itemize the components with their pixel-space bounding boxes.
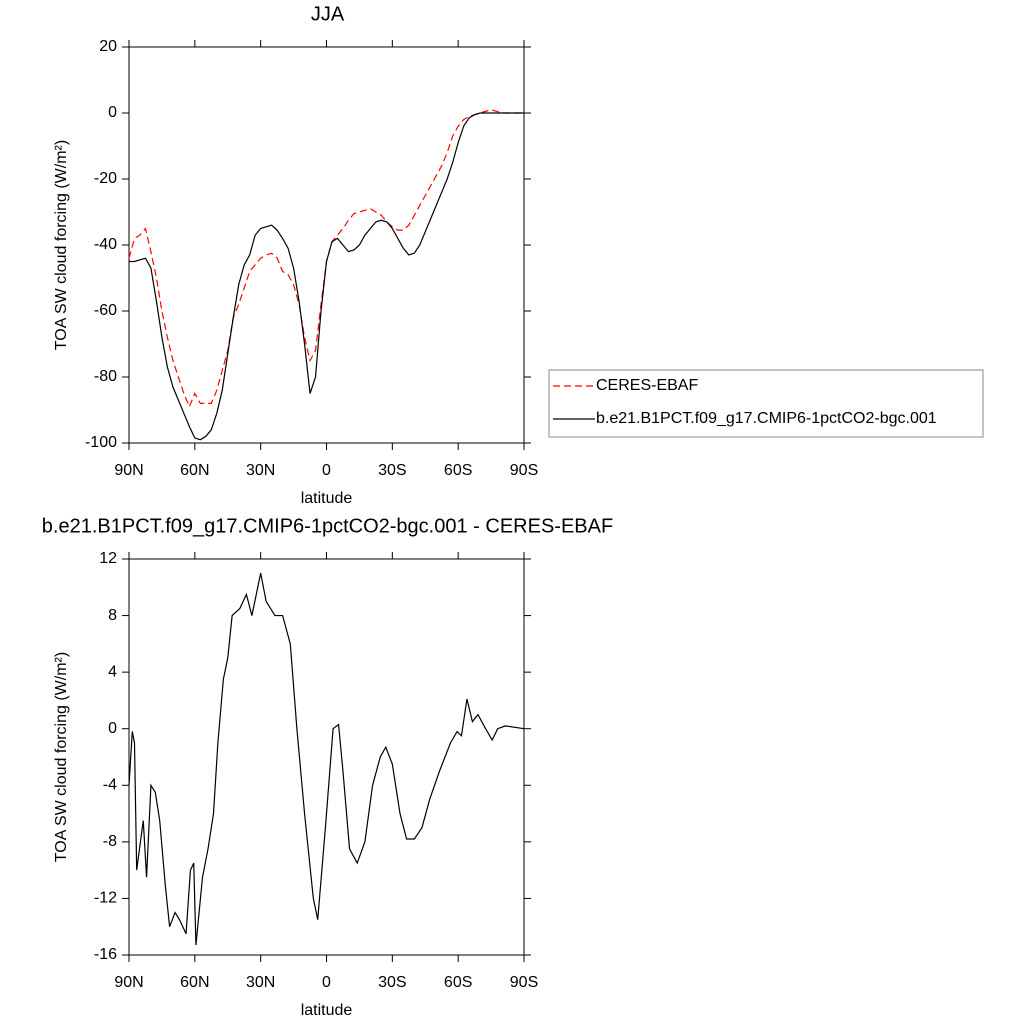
legend-label: b.e21.B1PCT.f09_g17.CMIP6-1pctCO2-bgc.00… <box>596 410 937 427</box>
x-tick-label: 90S <box>510 974 538 991</box>
chart-title: JJA <box>311 3 345 25</box>
x-tick-label: 90S <box>510 462 538 479</box>
y-tick-label: -60 <box>94 302 117 319</box>
x-tick-label: 90N <box>114 974 143 991</box>
y-axis-label: TOA SW cloud forcing (W/m²) <box>53 652 70 862</box>
x-axis-label: latitude <box>301 1002 353 1019</box>
y-axis-label: TOA SW cloud forcing (W/m²) <box>53 140 70 350</box>
x-tick-label: 30S <box>378 462 406 479</box>
x-tick-label: 60S <box>444 974 472 991</box>
y-tick-label: -4 <box>103 777 117 794</box>
y-tick-label: 0 <box>108 720 117 737</box>
data-line <box>128 573 525 946</box>
legend-label: CERES-EBAF <box>596 377 698 394</box>
x-axis-label: latitude <box>301 490 353 507</box>
y-tick-label: 4 <box>108 663 117 680</box>
x-tick-label: 0 <box>322 462 331 479</box>
chart-title: b.e21.B1PCT.f09_g17.CMIP6-1pctCO2-bgc.00… <box>42 515 613 537</box>
y-tick-label: 8 <box>108 607 117 624</box>
data-line <box>129 112 524 441</box>
y-tick-label: -8 <box>103 833 117 850</box>
legend-box <box>548 369 984 438</box>
x-tick-label: 60N <box>180 974 209 991</box>
y-tick-label: 0 <box>108 104 117 121</box>
x-tick-label: 60S <box>444 462 472 479</box>
y-tick-label: -20 <box>94 170 117 187</box>
y-tick-label: -100 <box>85 434 117 451</box>
x-tick-label: 90N <box>114 462 143 479</box>
x-tick-label: 30N <box>246 462 275 479</box>
y-tick-label: -16 <box>94 946 117 963</box>
y-tick-label: -40 <box>94 236 117 253</box>
x-tick-label: 30S <box>378 974 406 991</box>
x-tick-label: 30N <box>246 974 275 991</box>
plot-frame <box>128 46 525 444</box>
y-tick-label: 12 <box>99 550 117 567</box>
y-tick-label: 20 <box>99 38 117 55</box>
y-tick-label: -12 <box>94 890 117 907</box>
x-tick-label: 60N <box>180 462 209 479</box>
x-tick-label: 0 <box>322 974 331 991</box>
data-line <box>128 109 524 409</box>
y-tick-label: -80 <box>94 368 117 385</box>
